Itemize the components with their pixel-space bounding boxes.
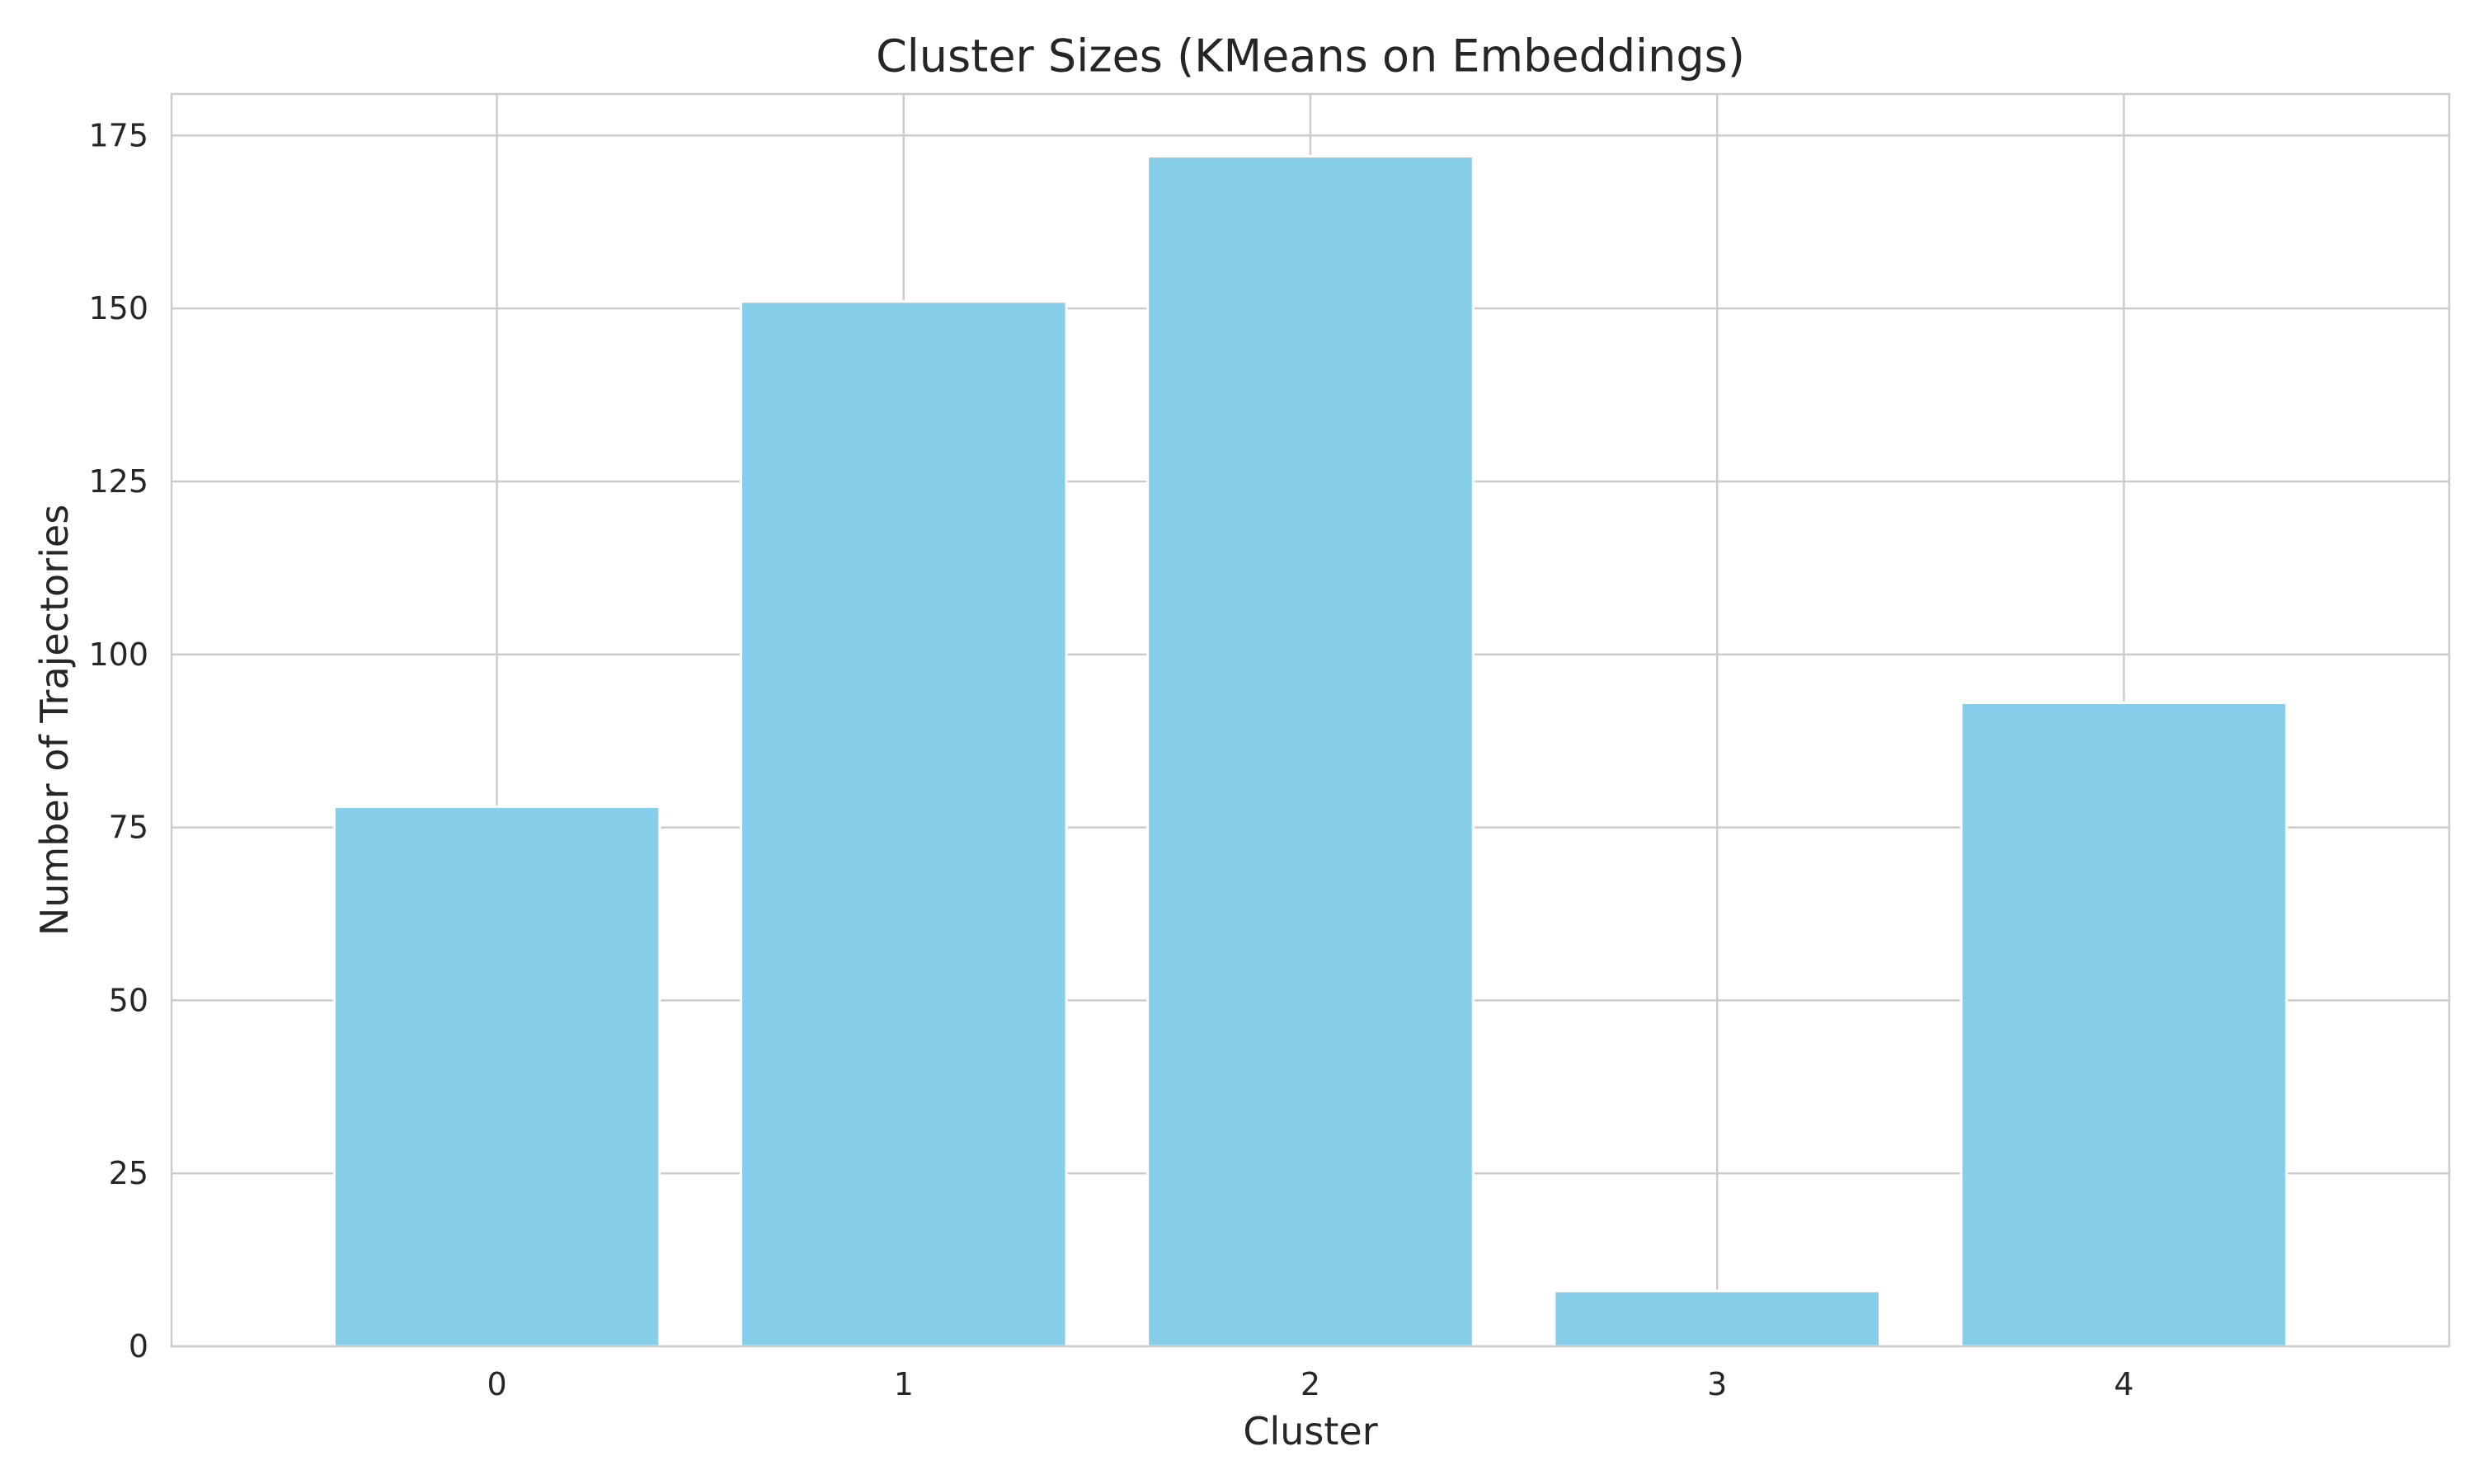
x-axis-label: Cluster xyxy=(1243,1409,1377,1453)
y-axis-label: Number of Trajectories xyxy=(32,505,77,936)
y-tick-label: 25 xyxy=(109,1155,148,1191)
bar-cluster-2 xyxy=(1146,155,1475,1348)
y-tick-label: 100 xyxy=(88,636,148,673)
bar-cluster-4 xyxy=(1959,702,2288,1348)
bar-cluster-1 xyxy=(740,300,1068,1348)
x-tick-label: 4 xyxy=(2114,1366,2133,1402)
x-tick-label: 0 xyxy=(487,1366,506,1402)
bar-cluster-3 xyxy=(1553,1289,1882,1348)
x-tick-label: 3 xyxy=(1707,1366,1727,1402)
bar-cluster-0 xyxy=(332,805,661,1348)
chart-title: Cluster Sizes (KMeans on Embeddings) xyxy=(876,31,1745,82)
y-tick-label: 150 xyxy=(88,290,148,326)
bars xyxy=(332,155,2288,1348)
x-tick-label: 1 xyxy=(894,1366,914,1402)
y-tick-labels: 0 25 50 75 100 125 150 175 xyxy=(88,117,148,1364)
plot-frame xyxy=(170,92,2451,1348)
x-tick-labels: 0 1 2 3 4 xyxy=(487,1366,2133,1402)
y-tick-label: 175 xyxy=(88,117,148,153)
y-tick-label: 125 xyxy=(88,463,148,500)
x-tick-label: 2 xyxy=(1300,1366,1320,1402)
y-tick-label: 50 xyxy=(109,982,148,1018)
y-tick-label: 0 xyxy=(129,1328,148,1364)
y-tick-label: 75 xyxy=(109,810,148,846)
